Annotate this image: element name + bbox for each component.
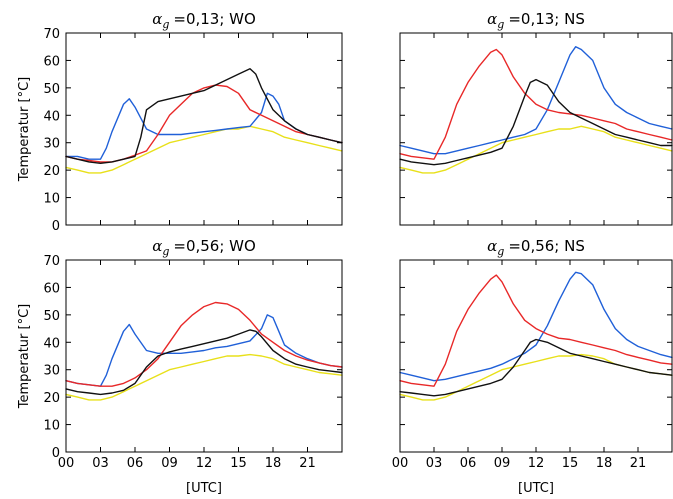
x-tick-label: 03 — [426, 456, 443, 471]
title-alpha-symbol: α — [487, 237, 497, 255]
x-tick-label: 18 — [265, 456, 282, 471]
y-tick-label: 40 — [43, 109, 60, 124]
title-alpha-subscript: g — [497, 18, 504, 31]
series-line-4 — [399, 338, 673, 397]
x-tick-label: 06 — [127, 456, 144, 471]
y-axis-label: Temperatur [°C] — [17, 77, 32, 183]
y-tick-label: 70 — [43, 254, 60, 269]
subplot-title: αg =0,56; WO — [152, 237, 256, 258]
x-tick-label: 15 — [230, 456, 247, 471]
series-line-1 — [399, 353, 673, 401]
x-tick-label: 15 — [562, 456, 579, 471]
x-tick-label: 21 — [630, 456, 647, 471]
y-tick-label: 0 — [52, 219, 60, 234]
series-line-1 — [65, 353, 343, 401]
y-tick-label: 40 — [43, 336, 60, 351]
subplot-2: αg =0,13; NS — [399, 10, 673, 226]
x-tick-label: 12 — [528, 456, 545, 471]
y-tick-label: 60 — [43, 281, 60, 296]
series-line-3 — [399, 48, 673, 160]
y-tick-label: 30 — [43, 137, 60, 152]
title-text: =0,13; NS — [508, 10, 585, 28]
series-line-2 — [65, 92, 343, 160]
y-tick-label: 50 — [43, 82, 60, 97]
title-alpha-symbol: α — [487, 10, 497, 28]
subplot-title: αg =0,13; NS — [487, 10, 585, 31]
y-tick-label: 60 — [43, 54, 60, 69]
series-line-2 — [399, 46, 673, 155]
title-alpha-subscript: g — [162, 245, 169, 258]
y-tick-label: 10 — [43, 419, 60, 434]
x-tick-label: 00 — [58, 456, 75, 471]
x-tick-label: 03 — [92, 456, 109, 471]
x-tick-label: 06 — [460, 456, 477, 471]
title-text: =0,56; WO — [173, 237, 255, 255]
series-line-3 — [65, 301, 343, 387]
y-tick-label: 20 — [43, 164, 60, 179]
series-line-3 — [65, 84, 343, 163]
series-line-3 — [399, 274, 673, 387]
series-line-1 — [399, 125, 673, 174]
title-text: =0,56; NS — [508, 237, 585, 255]
subplot-1: 0 10 20 30 40 50 60 70 αg =0,13; WO Temperatur [°C… — [17, 10, 343, 234]
subplot-3: 0 10 20 30 40 50 60 70 00 03 06 09 12 15 18 21 αg =0,56; … — [17, 237, 343, 496]
y-tick-label: 70 — [43, 27, 60, 42]
series-line-4 — [65, 329, 343, 396]
series-line-2 — [65, 314, 343, 387]
y-tick-label: 50 — [43, 309, 60, 324]
x-axis-label: [UTC] — [518, 481, 554, 496]
series-line-4 — [399, 78, 673, 166]
plot-frame — [65, 32, 343, 226]
series-line-1 — [65, 125, 343, 174]
y-tick-label: 0 — [52, 446, 60, 461]
x-tick-label: 00 — [392, 456, 409, 471]
subplot-4: 00 03 06 09 12 15 18 21 αg =0,56; NS [UTC] — [392, 237, 673, 496]
y-tick-label: 10 — [43, 192, 60, 207]
subplot-title: αg =0,56; NS — [487, 237, 585, 258]
series-line-4 — [65, 67, 343, 165]
series-line-2 — [399, 271, 673, 382]
title-alpha-subscript: g — [497, 245, 504, 258]
x-axis-label: [UTC] — [186, 481, 222, 496]
title-alpha-subscript: g — [162, 18, 169, 31]
y-axis-label: Temperatur [°C] — [17, 304, 32, 410]
x-tick-label: 21 — [299, 456, 316, 471]
x-tick-label: 18 — [596, 456, 613, 471]
title-alpha-symbol: α — [152, 10, 162, 28]
title-text: =0,13; WO — [173, 10, 255, 28]
x-tick-label: 09 — [494, 456, 511, 471]
x-tick-label: 12 — [196, 456, 213, 471]
y-tick-label: 20 — [43, 391, 60, 406]
x-tick-label: 09 — [161, 456, 178, 471]
title-alpha-symbol: α — [152, 237, 162, 255]
subplot-title: αg =0,13; WO — [152, 10, 256, 31]
y-tick-label: 30 — [43, 364, 60, 379]
